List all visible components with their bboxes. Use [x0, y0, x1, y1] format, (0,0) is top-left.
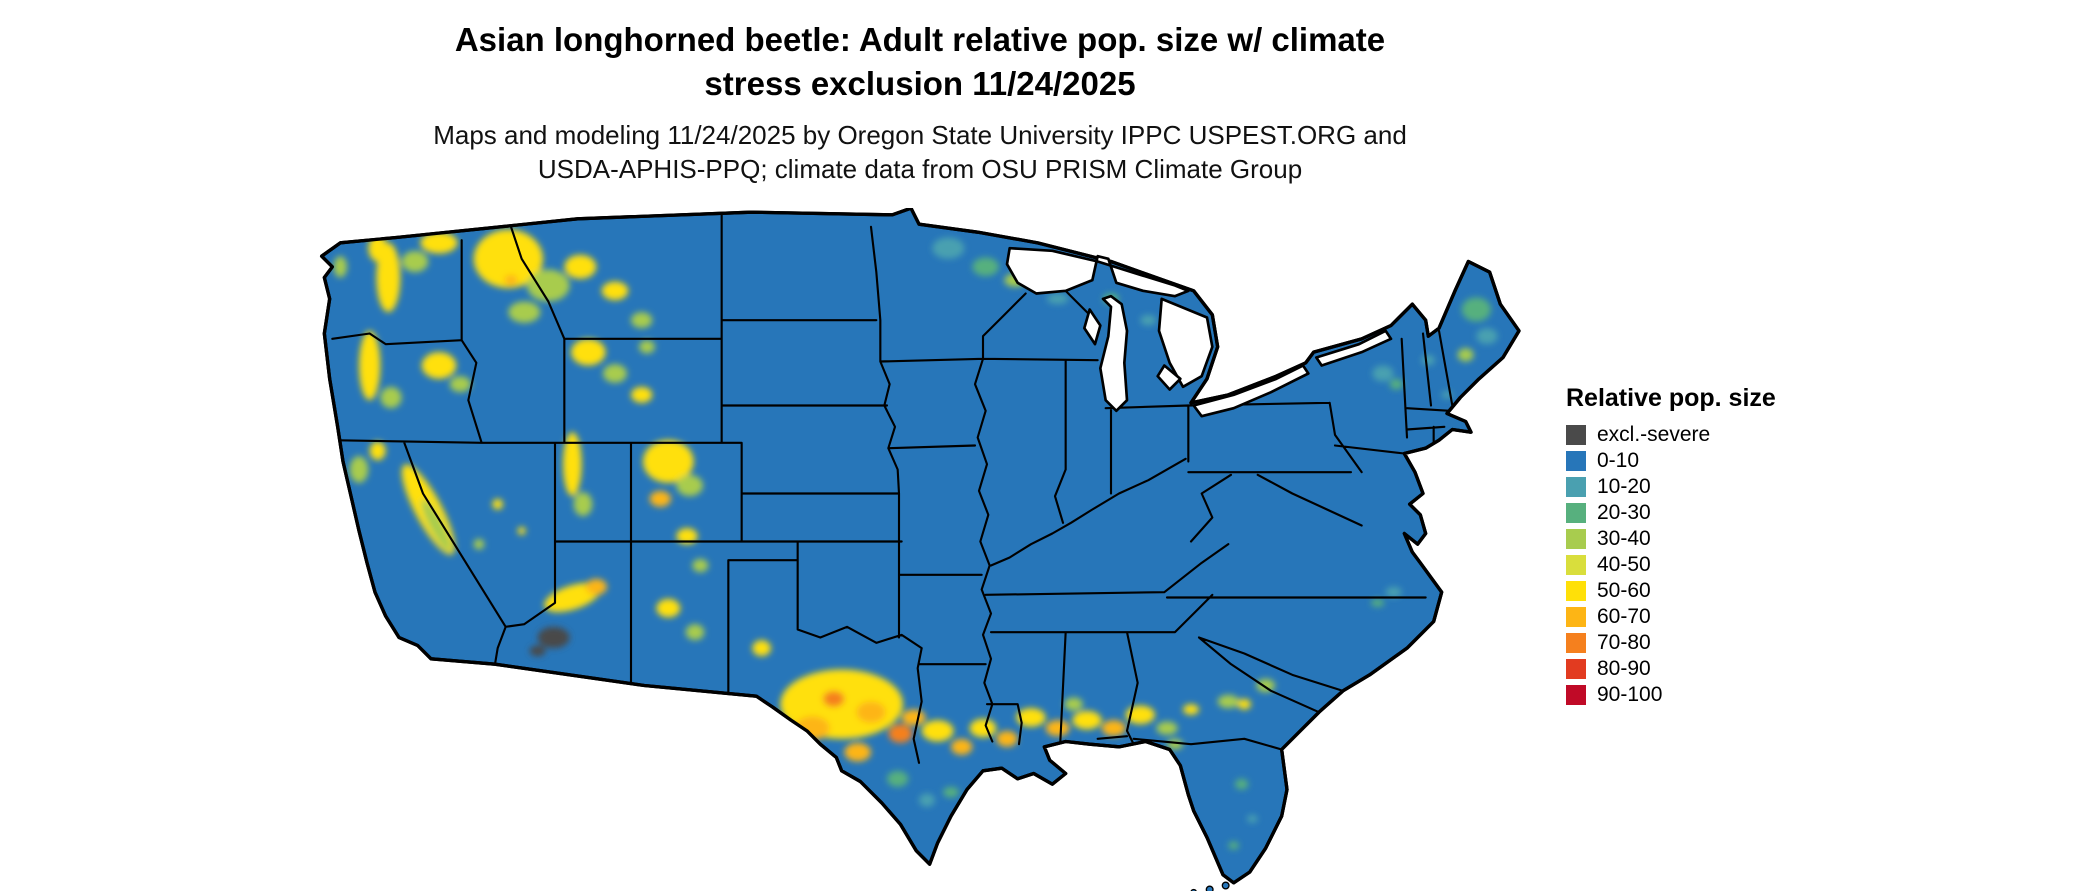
legend-item-label: 50-60	[1597, 579, 1651, 602]
legend-swatch	[1566, 555, 1586, 575]
page-subtitle: Maps and modeling 11/24/2025 by Oregon S…	[280, 119, 1560, 187]
legend-item-label: 20-30	[1597, 501, 1651, 524]
legend-swatch	[1566, 477, 1586, 497]
legend-item: 50-60	[1566, 579, 1776, 602]
legend-item-label: excl.-severe	[1597, 423, 1711, 446]
lake-superior	[1005, 246, 1190, 298]
legend-swatch	[1566, 633, 1586, 653]
legend-swatch	[1566, 425, 1586, 445]
lake-ontario	[1315, 329, 1393, 367]
legend-item-label: 60-70	[1597, 605, 1651, 628]
page-title: Asian longhorned beetle: Adult relative …	[280, 18, 1560, 105]
us-map	[311, 208, 1527, 891]
us-map-svg	[319, 208, 1521, 891]
page-subtitle-line2: USDA-APHIS-PPQ; climate data from OSU PR…	[537, 153, 1303, 184]
legend-swatch	[1566, 503, 1586, 523]
population-raster-patches	[333, 224, 1498, 850]
legend-item-label: 40-50	[1597, 553, 1651, 576]
legend-item: excl.-severe	[1566, 423, 1776, 446]
legend-item-label: 90-100	[1597, 683, 1663, 706]
legend-item-label: 10-20	[1597, 475, 1651, 498]
legend-item: 80-90	[1566, 657, 1776, 680]
lake-erie	[1192, 364, 1310, 418]
header: Asian longhorned beetle: Adult relative …	[280, 18, 1560, 187]
legend-title: Relative pop. size	[1566, 384, 1776, 412]
legend-item: 20-30	[1566, 501, 1776, 524]
legend-swatch	[1566, 607, 1586, 627]
legend-item: 60-70	[1566, 605, 1776, 628]
saginaw-bay	[1156, 364, 1182, 391]
legend-item: 10-20	[1566, 475, 1776, 498]
page-subtitle-line1: Maps and modeling 11/24/2025 by Oregon S…	[433, 120, 1407, 151]
legend-item-label: 0-10	[1597, 449, 1640, 472]
green-bay	[1083, 308, 1102, 346]
legend-item-label: 70-80	[1597, 631, 1651, 654]
lake-michigan	[1099, 294, 1129, 413]
legend-item-label: 80-90	[1597, 657, 1651, 680]
legend-swatch	[1566, 659, 1586, 679]
legend-item-label: 30-40	[1597, 527, 1651, 550]
legend-item: 70-80	[1566, 631, 1776, 654]
legend-swatch	[1566, 581, 1586, 601]
florida-keys	[1190, 881, 1230, 891]
legend: Relative pop. size excl.-severe 0-10 10-…	[1566, 384, 1776, 711]
great-lakes	[1005, 246, 1393, 418]
page-title-line1: Asian longhorned beetle: Adult relative …	[454, 21, 1386, 58]
legend-swatch	[1566, 529, 1586, 549]
us-landmass	[319, 208, 1521, 885]
legend-item: 0-10	[1566, 449, 1776, 472]
lake-huron	[1157, 297, 1214, 389]
legend-item: 30-40	[1566, 527, 1776, 550]
state-boundaries	[331, 209, 1454, 764]
legend-item: 90-100	[1566, 683, 1776, 706]
legend-swatch	[1566, 685, 1586, 705]
legend-item: 40-50	[1566, 553, 1776, 576]
page-title-line2: stress exclusion 11/24/2025	[704, 64, 1136, 102]
legend-swatch	[1566, 451, 1586, 471]
